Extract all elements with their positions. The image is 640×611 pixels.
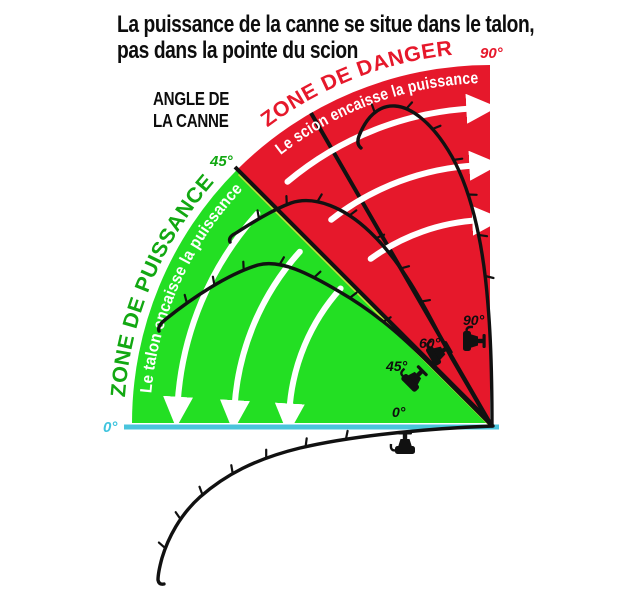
rod-guide-tick bbox=[452, 157, 464, 161]
rod-guide-tick bbox=[348, 291, 358, 299]
fishing-rod-curve-45 bbox=[156, 261, 492, 426]
rod-guide-tick bbox=[344, 429, 349, 441]
fishing-rod-curve-0 bbox=[156, 424, 495, 586]
fishing-reel-icon-0 bbox=[389, 430, 417, 456]
angle-label-90: 90° bbox=[480, 45, 504, 62]
rod-guide-tick bbox=[370, 103, 376, 114]
rod-guide-tick bbox=[230, 464, 234, 475]
fishing-rod-curve-90 bbox=[356, 104, 494, 428]
danger-flow-arrow-outer bbox=[284, 93, 498, 185]
rod-angle-label-45: 45° bbox=[385, 358, 408, 374]
rod-guide-tick bbox=[183, 293, 188, 305]
rod-guide-tick bbox=[399, 265, 411, 270]
rod-guide-tick bbox=[348, 209, 358, 217]
rod-guide-tick bbox=[304, 437, 308, 448]
rod-guide-tick bbox=[174, 511, 182, 521]
rod-guide-tick bbox=[211, 275, 216, 287]
rod-guide-tick bbox=[256, 209, 261, 220]
power-flow-arrow-outer bbox=[163, 210, 261, 428]
angle-label-origin: 0° bbox=[103, 419, 118, 436]
rod-guide-tick bbox=[316, 193, 323, 203]
rod-guide-tick bbox=[198, 485, 204, 496]
title-line2: pas dans la pointe du scion bbox=[117, 37, 358, 64]
danger-flow-arrow-inner bbox=[367, 205, 504, 262]
rod-angle-label-90: 90° bbox=[463, 312, 485, 328]
power-zone-wedge bbox=[132, 169, 490, 423]
rod-angle-label-0: 0° bbox=[392, 404, 406, 420]
fishing-rod-curve-60 bbox=[227, 198, 492, 426]
rod-guide-tick bbox=[477, 233, 489, 238]
rod-angle-label-60: 60° bbox=[419, 335, 441, 351]
rod-guide-tick bbox=[484, 274, 495, 280]
angle-caption-line2: LA CANNE bbox=[153, 111, 229, 131]
rod-guide-tick bbox=[382, 316, 392, 323]
title-line1: La puissance de la canne se situe dans l… bbox=[117, 11, 535, 38]
rod-guide-tick bbox=[278, 256, 285, 266]
page-title: La puissance de la canne se situe dans l… bbox=[117, 11, 535, 64]
rod-guide-tick bbox=[375, 233, 386, 240]
rod-guide-tick bbox=[420, 299, 431, 303]
angle-label-45: 45° bbox=[209, 153, 234, 170]
danger-zone-wedge bbox=[236, 65, 490, 423]
angle-caption-line1: ANGLE DE bbox=[153, 89, 230, 109]
angle-caption: ANGLE DE LA CANNE bbox=[153, 88, 229, 132]
rod-guide-tick bbox=[157, 541, 167, 550]
rod-guide-tick bbox=[313, 270, 322, 279]
power-flow-arrow-inner bbox=[274, 285, 344, 435]
rod-guide-tick bbox=[431, 124, 442, 131]
rod-guide-tick bbox=[405, 101, 414, 110]
